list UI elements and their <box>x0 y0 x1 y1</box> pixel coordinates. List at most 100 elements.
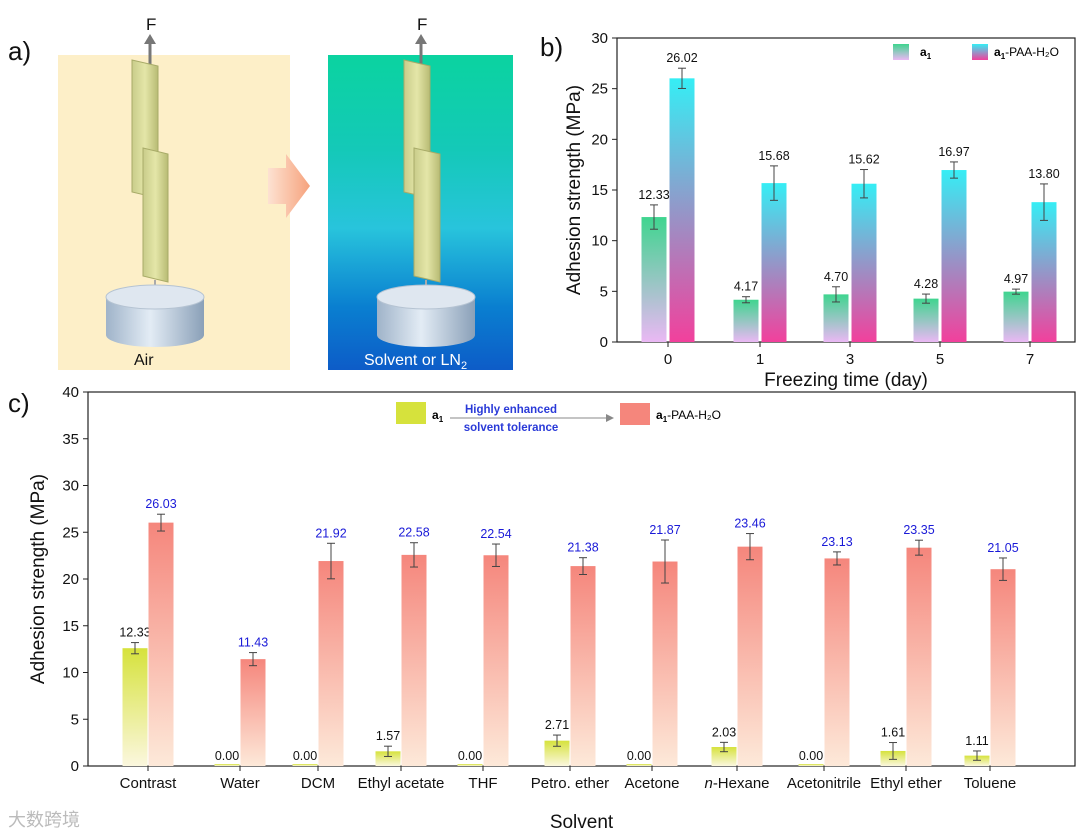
bar <box>941 170 967 342</box>
data-label: 23.46 <box>734 517 765 531</box>
bar <box>798 764 824 766</box>
data-label: 0.00 <box>458 749 482 763</box>
setup-air: F Air <box>105 15 205 369</box>
bar <box>824 558 850 766</box>
x-tick-label: Acetonitrile <box>787 775 861 792</box>
force-label-air: F <box>146 15 156 34</box>
data-label: 0.00 <box>799 749 823 763</box>
force-label-solvent: F <box>417 15 427 34</box>
legend-annotation-line1: Highly enhanced <box>465 404 557 416</box>
data-label: 4.97 <box>1004 272 1028 286</box>
bar <box>318 561 344 766</box>
bar <box>964 755 990 766</box>
y-tick-label: 20 <box>62 571 79 588</box>
y-tick-label: 5 <box>600 283 608 300</box>
data-label: 26.02 <box>666 51 697 65</box>
chart-solvent: c) 0 5 10 15 20 25 30 35 40 Contrast Water DCM Ethyl … <box>8 384 1076 833</box>
bar <box>483 555 509 766</box>
legend-label-a1-paa: a1-PAA-H₂O <box>656 408 721 424</box>
bar <box>457 764 483 766</box>
data-label: 21.05 <box>987 541 1018 555</box>
bar <box>1003 291 1029 342</box>
x-tick-label: Ethyl acetate <box>358 775 445 792</box>
x-tick-label: 1 <box>756 351 764 368</box>
data-label: 0.00 <box>293 749 317 763</box>
data-label: 22.58 <box>398 526 429 540</box>
data-label: 21.92 <box>315 526 346 540</box>
y-tick-label: 30 <box>62 478 79 495</box>
y-tick-label: 0 <box>71 758 79 775</box>
x-tick-label: Ethyl ether <box>870 775 942 792</box>
panel-label: b) <box>540 32 563 62</box>
y-tick-label: 5 <box>71 711 79 728</box>
y-tick-label: 15 <box>591 182 608 199</box>
panel-a-label: a) <box>8 36 31 66</box>
legend-label-a1-paa: a1-PAA-H₂O <box>994 45 1059 61</box>
legend-label-a1: a1 <box>920 45 932 61</box>
data-label: 12.33 <box>119 626 150 640</box>
chart-freezing-time: b) 0 5 10 15 20 25 30 0 1 3 5 7 Freezing time (day) Ad… <box>540 30 1076 391</box>
y-axis-label: Adhesion strength (MPa) <box>28 474 49 684</box>
watermark: 大数跨境 <box>8 810 80 830</box>
legend-arrowhead-icon <box>606 414 614 422</box>
bar <box>913 298 939 342</box>
data-label: 16.97 <box>938 145 969 159</box>
x-axis-label: Solvent <box>550 812 614 833</box>
bar <box>906 547 932 766</box>
panel-label: c) <box>8 388 30 418</box>
data-label: 22.54 <box>480 527 511 541</box>
bar <box>641 217 667 342</box>
data-label: 26.03 <box>145 497 176 511</box>
legend-swatch-a1-paa <box>972 44 988 60</box>
data-label: 4.70 <box>824 270 848 284</box>
bar <box>570 566 596 766</box>
bar <box>737 546 763 766</box>
data-label: 15.68 <box>758 149 789 163</box>
x-tick-label: 0 <box>664 351 672 368</box>
y-tick-label: 40 <box>62 384 79 401</box>
bar <box>761 183 787 342</box>
bar <box>711 747 737 766</box>
y-tick-label: 20 <box>591 131 608 148</box>
legend-swatch-a1 <box>893 44 909 60</box>
x-tick-label: THF <box>468 775 497 792</box>
data-label: 0.00 <box>215 749 239 763</box>
data-label: 21.87 <box>649 523 680 537</box>
bar <box>148 522 174 766</box>
x-tick-label: Toluene <box>964 775 1017 792</box>
bar <box>292 764 318 766</box>
data-label: 11.43 <box>238 636 268 650</box>
data-label: 4.17 <box>734 280 758 294</box>
x-tick-label: 5 <box>936 351 944 368</box>
bar <box>733 299 759 342</box>
data-label: 4.28 <box>914 277 938 291</box>
transition-arrow-icon <box>268 154 310 218</box>
y-axis-label: Adhesion strength (MPa) <box>564 85 585 295</box>
x-tick-label: n-Hexane <box>704 775 769 792</box>
y-tick-label: 15 <box>62 618 79 635</box>
y-tick-label: 25 <box>62 524 79 541</box>
bar <box>375 751 401 766</box>
legend-swatch-a1 <box>396 402 426 424</box>
legend-annotation-line2: solvent tolerance <box>464 422 559 434</box>
bar <box>1031 202 1057 342</box>
data-label: 21.38 <box>567 541 598 555</box>
data-label: 1.61 <box>881 726 905 740</box>
data-label: 1.57 <box>376 729 400 743</box>
bar <box>122 648 148 766</box>
panel-a: a) F Air F Solvent or LN2 <box>8 15 513 372</box>
bar <box>626 764 652 766</box>
bar <box>669 78 695 343</box>
data-label: 13.80 <box>1028 167 1059 181</box>
data-label: 23.13 <box>821 535 852 549</box>
solvent-label: Solvent or LN2 <box>364 352 467 372</box>
x-tick-label: Acetone <box>624 775 679 792</box>
y-tick-label: 0 <box>600 334 608 351</box>
air-label: Air <box>134 352 154 369</box>
legend-swatch-a1-paa <box>620 403 650 425</box>
y-tick-label: 25 <box>591 81 608 98</box>
x-tick-label: DCM <box>301 775 335 792</box>
data-label: 15.62 <box>848 153 879 167</box>
x-axis-label: Freezing time (day) <box>764 370 928 391</box>
